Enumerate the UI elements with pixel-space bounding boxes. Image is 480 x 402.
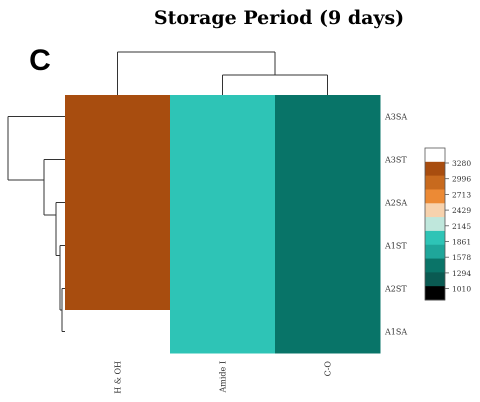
row-label: A3SA [384,113,407,122]
heatmap-cell [275,181,381,225]
row-label: A1SA [384,328,407,337]
row-label: A2SA [384,199,407,208]
column-labels: H & OH Amide I C-O [114,361,333,394]
row-label: A2ST [384,285,407,294]
legend-swatch [425,203,445,218]
row-label: A1ST [384,242,407,251]
heatmap-cell [275,95,381,139]
heatmap-cell [170,95,276,139]
row-dendrogram [7,116,65,332]
legend-swatch [425,258,445,273]
heatmap-cell [65,224,171,268]
column-label: Amide I [219,361,228,393]
legend-swatch [425,161,445,177]
legend-swatch [425,148,445,163]
heatmap-cell [275,310,381,354]
heatmap-cell [275,138,381,182]
heatmap-cell [170,181,276,225]
legend-swatch [425,217,445,232]
legend-tick-label: 1578 [452,253,471,262]
chart-title: Storage Period (9 days) [154,7,404,29]
column-label: H & OH [114,361,123,394]
legend-swatch [425,244,445,259]
heatmap-cell [275,267,381,311]
legend-tick-label: 2996 [452,175,471,184]
heatmap-cell [170,224,276,268]
heatmap-cell [275,224,381,268]
heatmap-cell [65,95,171,139]
heatmap-cell [170,267,276,311]
legend-swatch [425,230,445,246]
panel-label: C [29,44,51,77]
row-labels: A3SA A3ST A2SA A1ST A2ST A1SA [384,113,407,337]
column-dendrogram [117,51,328,95]
legend-swatch [425,189,445,204]
legend-tick-label: 2429 [452,206,471,215]
legend-swatch [425,272,445,287]
legend-border [424,147,446,301]
legend-tick-label: 3280 [452,159,471,168]
legend-tick-label: 2713 [452,190,471,199]
heatmap-cell [170,310,276,354]
legend-swatch [425,286,445,301]
heatmap-cells [65,95,381,354]
heatmap-cell [65,181,171,225]
legend-swatch [425,175,445,190]
column-label: C-O [324,361,333,377]
heatmap-cell [170,138,276,182]
legend-tick-label: 1861 [452,238,471,247]
heatmap-cell [65,267,171,311]
color-legend: 3280 2996 2713 2429 2145 1861 1578 1294 1010 [424,147,471,301]
row-label: A3ST [384,156,407,165]
legend-tick-label: 1294 [452,269,471,278]
legend-tick-label: 1010 [452,285,471,294]
heatmap-cell [65,310,171,354]
heatmap-cell [65,138,171,182]
legend-tick-label: 2145 [452,222,471,231]
